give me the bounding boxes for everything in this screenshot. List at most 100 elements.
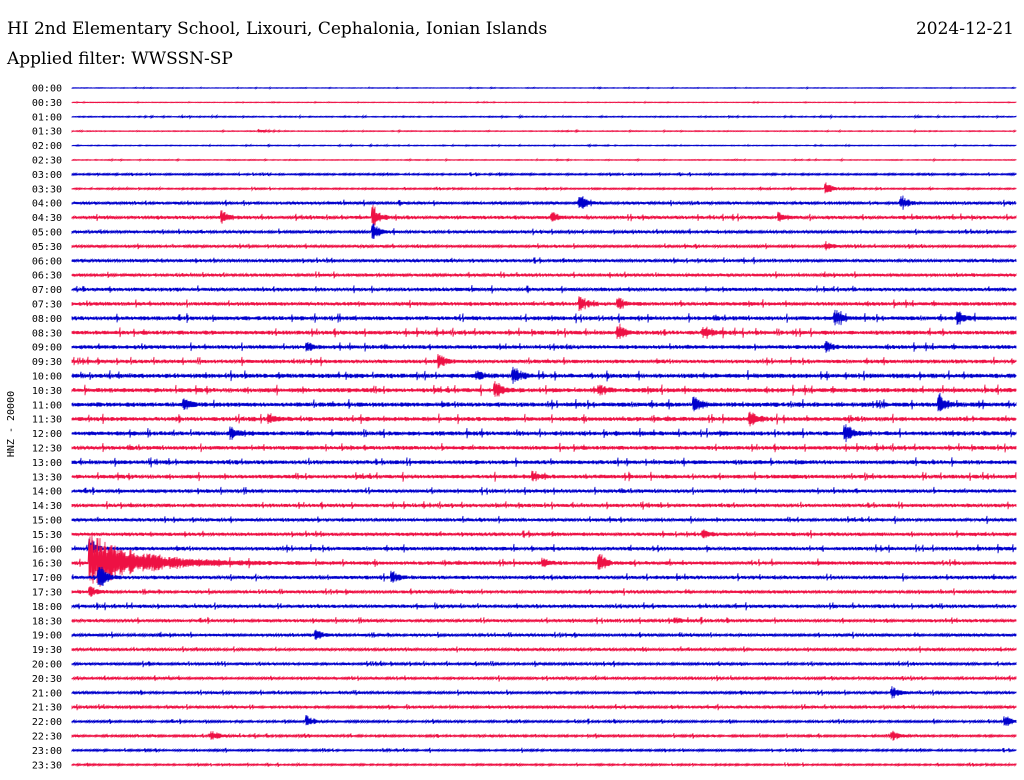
trace-line [71, 157, 1017, 163]
row-time-label: 04:00 [32, 199, 62, 210]
trace-line [71, 747, 1017, 754]
trace-line [71, 128, 1017, 134]
trace-line [71, 645, 1017, 653]
row-time-label: 21:00 [32, 688, 62, 699]
row-time-label: 08:00 [32, 314, 62, 325]
row-time-label: 14:00 [32, 487, 62, 498]
row-time-label: 17:00 [32, 573, 62, 584]
trace-line [71, 686, 1017, 699]
row-time-label: 22:30 [32, 732, 62, 743]
row-time-label: 23:00 [32, 746, 62, 757]
trace-line [71, 323, 1017, 339]
trace-line [71, 616, 1017, 625]
trace-line [71, 392, 1017, 412]
trace-line [71, 715, 1017, 727]
row-time-label: 08:30 [32, 328, 62, 339]
row-time-label: 02:30 [32, 156, 62, 167]
row-time-label: 16:00 [32, 544, 62, 555]
row-time-label: 11:00 [32, 400, 62, 411]
row-time-label: 21:30 [32, 703, 62, 714]
trace-line [71, 534, 1017, 587]
trace-line [71, 703, 1017, 711]
row-time-label: 02:00 [32, 141, 62, 152]
row-time-label: 12:00 [32, 429, 62, 440]
trace-line [71, 529, 1017, 539]
trace-line [71, 515, 1017, 525]
trace-line [71, 182, 1017, 194]
row-time-label: 12:30 [32, 444, 62, 455]
trace-line [71, 566, 1017, 587]
row-time-label: 07:30 [32, 300, 62, 311]
row-time-label: 07:00 [32, 285, 62, 296]
trace-line [71, 271, 1017, 279]
row-time-label: 03:30 [32, 184, 62, 195]
trace-line [71, 730, 1017, 741]
trace-line [71, 309, 1017, 326]
trace-line [71, 501, 1017, 510]
row-time-label: 05:30 [32, 242, 62, 253]
row-time-label: 09:30 [32, 357, 62, 368]
row-time-label: 20:00 [32, 660, 62, 671]
station-title: HI 2nd Elementary School, Lixouri, Cepha… [7, 19, 548, 39]
row-time-label: 05:00 [32, 228, 62, 239]
trace-line [71, 285, 1017, 294]
row-time-label: 13:00 [32, 458, 62, 469]
trace-rows: 00:00 00:30 01:00 01:30 02:00 02:30 03:00 03:30… [32, 84, 1017, 771]
trace-line [71, 86, 1017, 90]
trace-line [71, 457, 1017, 468]
trace-line [71, 470, 1017, 482]
row-time-label: 01:00 [32, 112, 62, 123]
row-time-label: 11:30 [32, 415, 62, 426]
y-axis-label: HNZ - 20000 [6, 391, 17, 457]
row-time-label: 00:00 [32, 84, 62, 95]
trace-line [71, 486, 1017, 496]
row-time-label: 18:30 [32, 616, 62, 627]
row-time-label: 23:30 [32, 760, 62, 771]
trace-line [71, 411, 1017, 427]
row-time-label: 14:30 [32, 501, 62, 512]
trace-line [71, 675, 1017, 682]
trace-line [71, 223, 1017, 239]
row-time-label: 18:00 [32, 602, 62, 613]
trace-line [71, 241, 1017, 251]
row-time-label: 17:30 [32, 588, 62, 599]
trace-line [71, 424, 1017, 443]
row-time-label: 15:00 [32, 516, 62, 527]
row-time-label: 22:00 [32, 717, 62, 728]
filter-label: Applied filter: WWSSN-SP [7, 49, 233, 69]
trace-line [71, 660, 1017, 668]
trace-line [71, 586, 1017, 598]
trace-line [71, 341, 1017, 353]
trace-line [71, 205, 1017, 227]
row-time-label: 00:30 [32, 98, 62, 109]
trace-line [71, 171, 1017, 178]
row-time-label: 01:30 [32, 127, 62, 138]
trace-line [71, 761, 1017, 768]
trace-line [71, 602, 1017, 611]
trace-line [71, 381, 1017, 397]
trace-line [71, 629, 1017, 640]
row-time-label: 09:00 [32, 343, 62, 354]
row-time-label: 06:30 [32, 271, 62, 282]
row-time-label: 13:30 [32, 472, 62, 483]
trace-line [71, 100, 1017, 105]
trace-line [71, 113, 1017, 120]
row-time-label: 15:30 [32, 530, 62, 541]
row-time-label: 04:30 [32, 213, 62, 224]
row-time-label: 10:30 [32, 386, 62, 397]
row-time-label: 19:00 [32, 631, 62, 642]
trace-line [71, 538, 1017, 558]
row-time-label: 10:00 [32, 372, 62, 383]
row-time-label: 16:30 [32, 559, 62, 570]
row-time-label: 19:30 [32, 645, 62, 656]
y-axis-label-group: HNZ - 20000 [6, 391, 17, 457]
row-time-label: 06:00 [32, 256, 62, 267]
trace-line [71, 442, 1017, 453]
trace-line [71, 195, 1017, 210]
trace-line [71, 353, 1017, 369]
trace-line [71, 296, 1017, 312]
trace-line [71, 256, 1017, 265]
row-time-label: 03:00 [32, 170, 62, 181]
trace-line [71, 366, 1017, 384]
